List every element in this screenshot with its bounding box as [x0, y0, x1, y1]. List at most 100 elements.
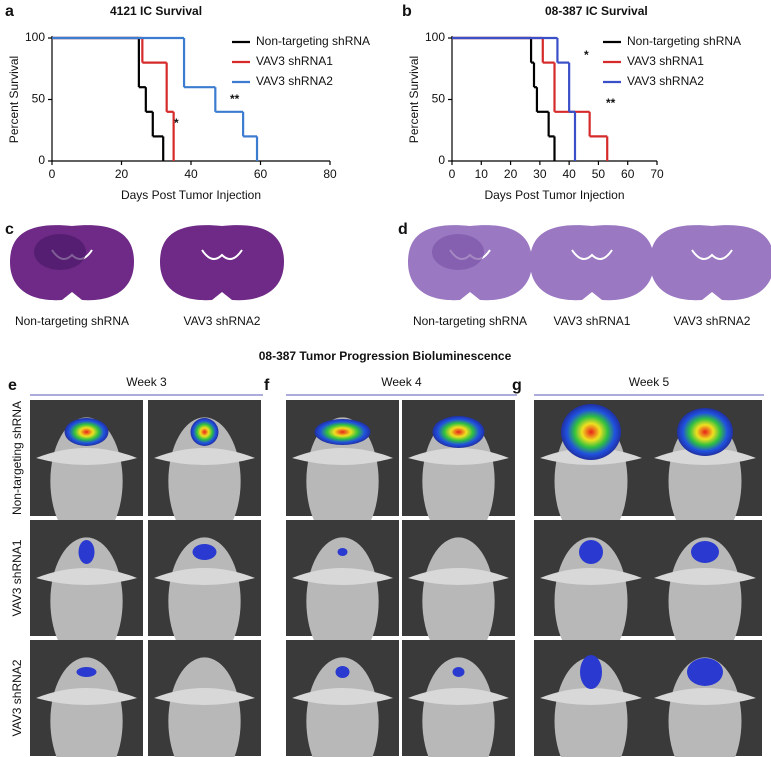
- mouse-ears: [292, 448, 393, 465]
- mouse-body: [668, 657, 742, 757]
- brain-section: [530, 225, 654, 301]
- mouse-ears: [154, 448, 255, 465]
- luminescence-signal: [335, 666, 350, 678]
- week-label: Week 4: [381, 375, 422, 389]
- mouse-ears: [654, 448, 756, 465]
- panel-letter: d: [398, 221, 408, 238]
- luminescence-signal: [687, 658, 723, 686]
- chart-title: 08-387 IC Survival: [545, 4, 648, 18]
- legend-label: VAV3 shRNA1: [627, 54, 704, 68]
- ventricle: [691, 249, 733, 260]
- mouse-ears: [408, 688, 509, 705]
- mouse-ears: [292, 568, 393, 585]
- mouse-body: [306, 657, 379, 757]
- significance-mark: **: [606, 96, 616, 110]
- week-label: Week 5: [629, 375, 670, 389]
- section-title: 08-387 Tumor Progression Bioluminescence: [259, 349, 512, 363]
- panel-letter: c: [5, 221, 14, 238]
- mouse-ears: [540, 688, 642, 705]
- x-tick-label: 30: [533, 167, 547, 181]
- significance-mark: *: [174, 116, 179, 130]
- y-tick-label: 50: [32, 92, 46, 106]
- x-tick-label: 60: [254, 167, 268, 181]
- mouse-ears: [408, 568, 509, 585]
- mouse-body: [422, 657, 495, 757]
- x-tick-label: 40: [184, 167, 198, 181]
- y-axis-label: Percent Survival: [7, 56, 21, 143]
- mouse-ears: [540, 568, 642, 585]
- panel-letter: a: [5, 3, 14, 20]
- x-axis-label: Days Post Tumor Injection: [484, 188, 624, 202]
- brain-section: [160, 225, 284, 301]
- y-tick-label: 50: [432, 92, 446, 106]
- mouse-ears: [36, 688, 137, 705]
- x-tick-label: 10: [475, 167, 489, 181]
- legend-label: VAV3 shRNA2: [627, 74, 704, 88]
- panel-letter: f: [264, 377, 270, 394]
- x-tick-label: 0: [449, 167, 456, 181]
- x-tick-label: 0: [49, 167, 56, 181]
- mouse-ears: [654, 568, 756, 585]
- x-tick-label: 20: [115, 167, 129, 181]
- luminescence-signal: [677, 408, 733, 456]
- image-caption: Non-targeting shRNA: [15, 314, 129, 328]
- image-caption: VAV3 shRNA2: [184, 314, 261, 328]
- brain-section: [650, 225, 771, 301]
- row-label: VAV3 shRNA1: [10, 539, 24, 616]
- mouse-body: [168, 657, 241, 757]
- panel-letter: b: [402, 3, 412, 20]
- legend-label: Non-targeting shRNA: [627, 34, 741, 48]
- x-tick-label: 70: [650, 167, 664, 181]
- luminescence-signal: [78, 540, 95, 564]
- luminescence-signal: [337, 548, 348, 556]
- mouse-body: [554, 657, 628, 757]
- mouse-ears: [654, 688, 756, 705]
- y-tick-label: 100: [25, 30, 45, 44]
- tumor-region: [432, 234, 484, 270]
- chart-title: 4121 IC Survival: [110, 4, 202, 18]
- x-tick-label: 50: [592, 167, 606, 181]
- luminescence-signal: [76, 667, 97, 677]
- panel-letter: e: [8, 377, 17, 394]
- luminescence-signal: [452, 667, 465, 677]
- luminescence-signal: [190, 418, 219, 446]
- x-tick-label: 40: [562, 167, 576, 181]
- ventricle: [201, 249, 243, 260]
- image-caption: VAV3 shRNA1: [554, 314, 631, 328]
- luminescence-signal: [579, 540, 603, 564]
- mouse-ears: [154, 688, 255, 705]
- x-tick-label: 80: [323, 167, 337, 181]
- week-label: Week 3: [126, 375, 167, 389]
- x-tick-label: 60: [621, 167, 635, 181]
- legend-label: VAV3 shRNA1: [256, 54, 333, 68]
- mouse-ears: [36, 568, 137, 585]
- image-caption: VAV3 shRNA2: [674, 314, 751, 328]
- legend-label: VAV3 shRNA2: [256, 74, 333, 88]
- ventricle: [571, 249, 613, 260]
- luminescence-signal: [314, 419, 371, 445]
- y-axis-label: Percent Survival: [407, 56, 421, 143]
- x-axis-label: Days Post Tumor Injection: [121, 188, 261, 202]
- significance-mark: *: [584, 48, 589, 62]
- row-label: VAV3 shRNA2: [10, 659, 24, 736]
- luminescence-signal: [192, 544, 217, 560]
- y-tick-label: 0: [38, 153, 45, 167]
- mouse-ears: [36, 448, 137, 465]
- luminescence-signal: [432, 416, 485, 448]
- luminescence-signal: [691, 541, 719, 563]
- luminescence-signal: [580, 655, 602, 689]
- y-tick-label: 0: [438, 153, 445, 167]
- significance-mark: **: [230, 92, 240, 106]
- row-label: Non-targeting shRNA: [10, 401, 24, 515]
- tumor-region: [34, 234, 86, 270]
- luminescence-signal: [64, 418, 109, 446]
- mouse-ears: [408, 448, 509, 465]
- y-tick-label: 100: [425, 30, 445, 44]
- legend-label: Non-targeting shRNA: [256, 34, 370, 48]
- luminescence-signal: [561, 404, 621, 460]
- mouse-body: [50, 657, 123, 757]
- image-caption: Non-targeting shRNA: [413, 314, 527, 328]
- mouse-ears: [154, 568, 255, 585]
